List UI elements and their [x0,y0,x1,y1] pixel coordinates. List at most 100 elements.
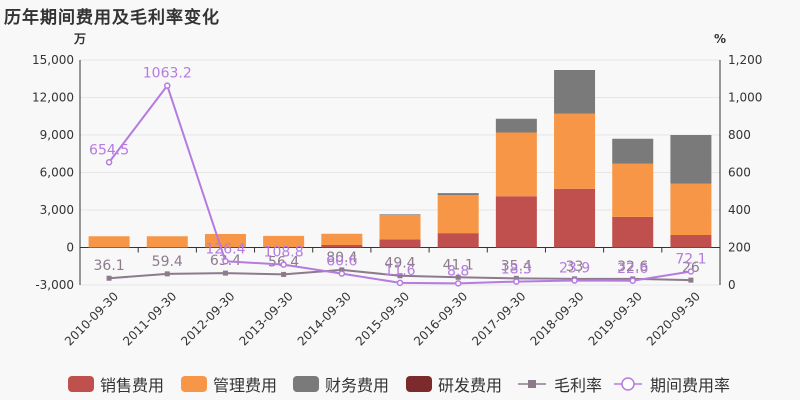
x-tick-label: 2014-09-30 [295,289,354,348]
bar-segment [612,216,654,248]
data-label: 126.4 [205,241,245,257]
data-point [338,270,346,277]
bar-segment [146,236,188,248]
bar-segment [495,118,537,133]
y-left-tick-label: 6,000 [40,166,74,180]
x-tick-label: 2016-09-30 [411,289,470,348]
data-label: 654.5 [89,142,129,158]
legend-item[interactable]: 研发费用 [406,372,502,396]
legend-label: 研发费用 [438,376,503,395]
legend-item[interactable]: 毛利率 [518,372,602,396]
data-label: 23.9 [559,261,590,277]
legend-swatch [406,376,432,392]
data-point [688,277,694,283]
data-point [629,277,636,285]
x-tick-label: 2012-09-30 [178,289,237,348]
bar-segment [263,235,305,248]
x-tick-label: 2013-09-30 [237,289,296,348]
data-label: 108.8 [264,245,304,261]
legend-swatch [293,376,319,392]
legend-label: 财务费用 [325,376,390,395]
data-point [687,268,695,275]
legend-label: 管理费用 [213,376,278,395]
chart-title: 历年期间费用及毛利率变化 [4,8,220,28]
legend-swatch [68,376,94,392]
y-right-tick-label: 1,000 [728,91,762,105]
data-point [164,271,170,277]
data-label: 80.4 [326,250,357,266]
bar-segment [670,235,712,248]
x-tick-label: 2018-09-30 [527,289,586,348]
data-point [106,275,112,281]
y-right-unit: % [714,32,726,46]
bar-segment [670,183,712,235]
data-label: 36.1 [94,258,125,274]
bar-segment [495,132,537,197]
y-right-tick-label: 1,200 [728,53,762,67]
data-point [396,279,404,287]
bar-segment [437,193,479,195]
legend-item[interactable]: 财务费用 [293,372,389,396]
bar-segment [437,233,479,248]
bar-segment [554,70,596,114]
data-point [454,280,462,287]
legend-item[interactable]: 销售费用 [68,372,164,396]
data-point [571,277,578,284]
data-point [164,82,171,89]
legend-label: 期间费用率 [650,376,731,395]
y-right-tick-label: 600 [728,166,751,180]
legend-item[interactable]: 期间费用率 [614,372,730,396]
data-label: 41.1 [443,257,474,273]
data-point [222,270,228,276]
data-label: 35.4 [501,258,532,274]
y-left-tick-label: -3,000 [35,278,74,292]
data-label: 59.4 [152,254,183,270]
y-right-tick-label: 800 [728,128,751,142]
y-left-tick-label: 0 [66,241,74,255]
x-tick-label: 2017-09-30 [469,289,528,348]
bar-segment [321,245,363,248]
bar-segment [495,196,537,248]
x-tick-label: 2019-09-30 [586,289,645,348]
x-tick-label: 2020-09-30 [644,289,703,348]
bar-segment [321,233,363,245]
bar-segment [379,239,421,248]
bar-segment [204,234,246,248]
data-label: 60.6 [326,254,357,270]
legend: 销售费用 管理费用 财务费用 研发费用 毛利率 期间费用率 [0,372,800,398]
data-label: 11.6 [384,263,415,279]
data-label: 18.3 [501,262,532,278]
data-point [397,273,403,279]
data-point [339,267,345,273]
legend-line-icon [614,377,642,391]
x-tick-label: 2010-09-30 [62,289,121,348]
data-point [281,271,287,277]
y-left-tick-label: 9,000 [40,128,74,142]
series-line [108,83,692,285]
y-right-tick-label: 200 [728,241,751,255]
bar-segment [612,163,654,217]
legend-line-icon [518,380,546,388]
data-point [105,159,113,166]
data-label: 22.6 [617,261,648,277]
y-left-tick-label: 12,000 [32,91,74,105]
bar-segment [554,188,596,248]
legend-label: 毛利率 [554,376,603,395]
bar-segment [379,214,421,215]
bar-segment [670,135,712,184]
legend-item[interactable]: 管理费用 [181,372,277,396]
y-right-tick-label: 0 [728,278,736,292]
data-label: 8.8 [447,263,469,279]
bar-segment [437,195,479,234]
x-tick-label: 2011-09-30 [120,289,179,348]
data-label: 33 [566,259,584,275]
bar-segment [379,215,421,240]
y-left-unit: 万 [73,32,86,46]
data-label: 32.6 [617,259,648,275]
data-label: 49.4 [384,256,415,272]
data-point [513,278,520,285]
data-label: 72.1 [675,251,706,267]
x-tick-label: 2015-09-30 [353,289,412,348]
y-right-tick-label: 400 [728,203,751,217]
data-point [222,258,229,265]
